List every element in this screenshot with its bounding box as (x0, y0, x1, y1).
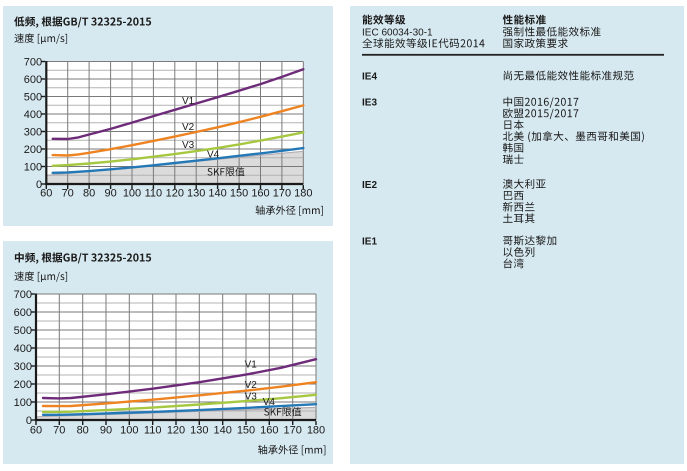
svg-text:IE2: IE2 (362, 180, 377, 191)
svg-text:500: 500 (14, 325, 32, 337)
svg-text:IE4: IE4 (362, 72, 377, 83)
svg-text:160: 160 (251, 188, 269, 200)
svg-text:80: 80 (83, 188, 95, 200)
svg-text:110: 110 (144, 425, 162, 437)
svg-text:300: 300 (24, 127, 42, 139)
svg-text:150: 150 (230, 188, 248, 200)
svg-text:V1: V1 (182, 96, 195, 107)
svg-text:IEC 60034-30-1: IEC 60034-30-1 (362, 28, 433, 39)
svg-text:130: 130 (187, 188, 205, 200)
svg-text:150: 150 (237, 425, 255, 437)
svg-text:180: 180 (294, 188, 312, 200)
svg-text:V2: V2 (245, 380, 258, 391)
svg-text:V3: V3 (245, 392, 258, 403)
svg-text:140: 140 (208, 188, 226, 200)
svg-text:170: 170 (273, 188, 291, 200)
svg-text:600: 600 (14, 307, 32, 319)
svg-text:70: 70 (62, 188, 74, 200)
svg-text:80: 80 (77, 425, 89, 437)
svg-text:200: 200 (14, 379, 32, 391)
svg-text:100: 100 (24, 162, 42, 174)
svg-text:700: 700 (14, 289, 32, 301)
svg-text:700: 700 (24, 57, 42, 69)
svg-text:60: 60 (30, 425, 42, 437)
svg-text:600: 600 (24, 74, 42, 86)
svg-text:180: 180 (307, 425, 325, 437)
svg-text:90: 90 (100, 425, 112, 437)
svg-text:V4: V4 (263, 397, 276, 408)
svg-text:90: 90 (104, 188, 116, 200)
svg-text:IE1: IE1 (362, 236, 377, 247)
svg-text:V1: V1 (245, 360, 258, 371)
svg-text:0: 0 (36, 179, 42, 191)
svg-text:V2: V2 (182, 122, 195, 133)
svg-text:V4: V4 (207, 150, 220, 161)
svg-text:100: 100 (14, 397, 32, 409)
svg-text:120: 120 (167, 425, 185, 437)
svg-text:100: 100 (123, 188, 141, 200)
svg-text:400: 400 (24, 109, 42, 121)
svg-text:140: 140 (214, 425, 232, 437)
svg-text:400: 400 (14, 343, 32, 355)
svg-text:70: 70 (53, 425, 65, 437)
svg-text:60: 60 (40, 188, 52, 200)
svg-text:120: 120 (166, 188, 184, 200)
svg-text:IE3: IE3 (362, 98, 377, 109)
svg-text:170: 170 (284, 425, 302, 437)
svg-text:V3: V3 (182, 140, 195, 151)
svg-text:200: 200 (24, 144, 42, 156)
svg-text:0: 0 (26, 415, 32, 427)
svg-text:300: 300 (14, 361, 32, 373)
svg-text:500: 500 (24, 92, 42, 104)
svg-text:160: 160 (260, 425, 278, 437)
svg-text:130: 130 (190, 425, 208, 437)
svg-text:110: 110 (145, 188, 163, 200)
svg-text:100: 100 (120, 425, 138, 437)
